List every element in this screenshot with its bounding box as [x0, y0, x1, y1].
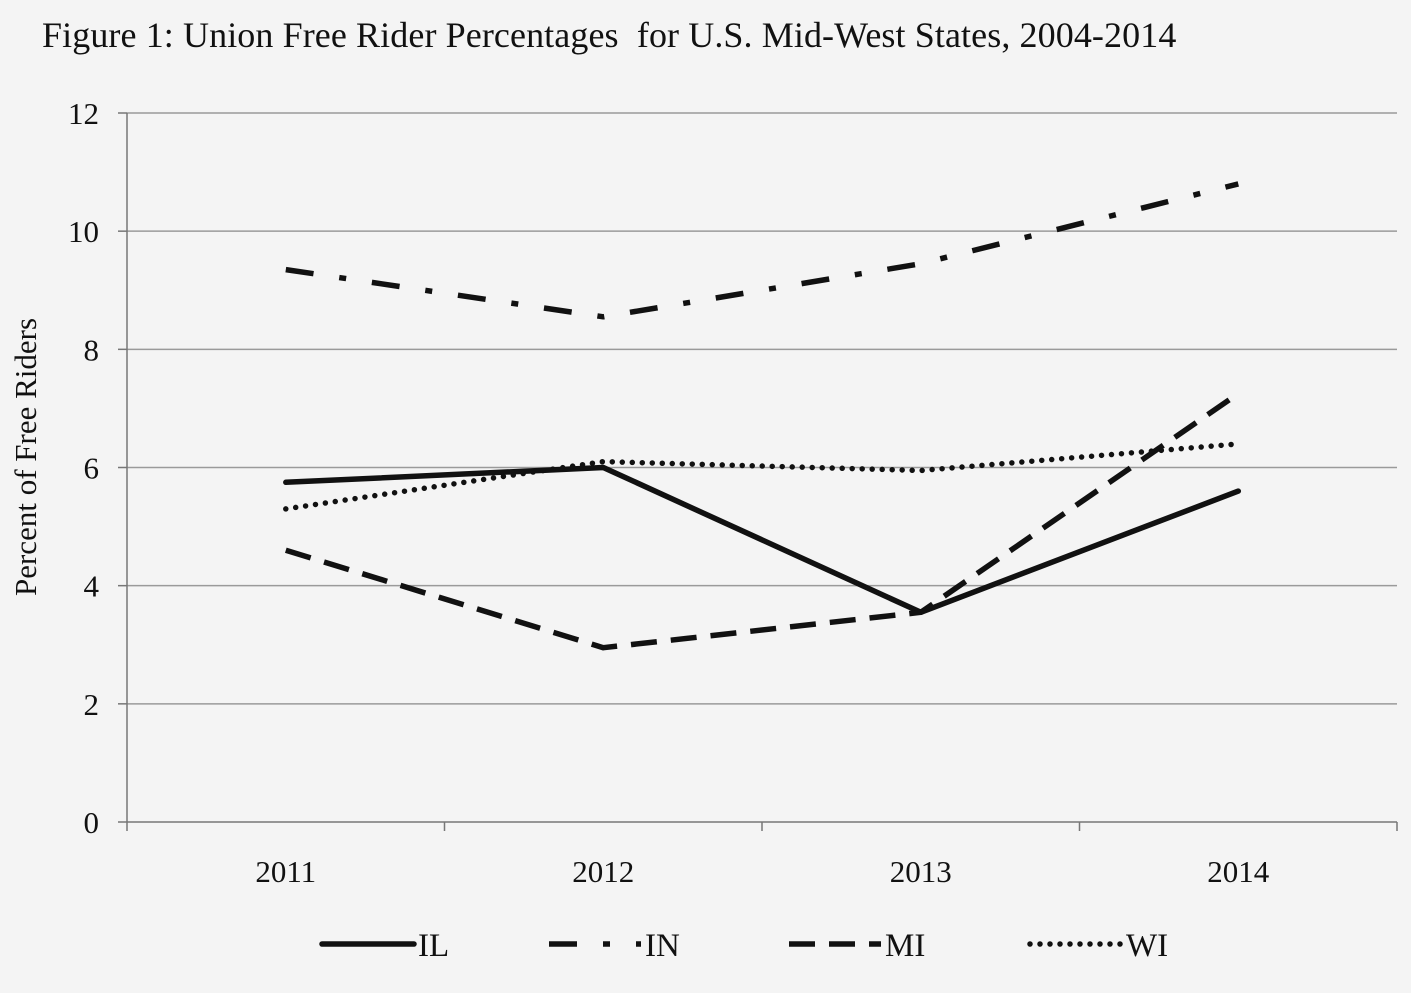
x-tick-label: 2014	[1207, 854, 1270, 889]
gridlines	[127, 112, 1397, 705]
y-tick-label: 2	[84, 687, 100, 722]
series-line-il	[283, 464, 1242, 616]
x-tick-label: 2013	[890, 854, 952, 889]
x-tick-label: 2012	[572, 854, 634, 889]
legend-label: WI	[1126, 928, 1168, 964]
legend-item-wi: WI	[1027, 928, 1168, 964]
y-tick-label: 0	[84, 805, 100, 840]
legend-label: IL	[418, 928, 449, 964]
legend-label: MI	[885, 928, 925, 964]
y-tick-label: 4	[84, 569, 100, 604]
y-tick-label: 10	[68, 214, 99, 249]
series-lines	[283, 181, 1242, 651]
y-tick-label: 12	[68, 96, 99, 131]
y-axis-label: Percent of Free Riders	[8, 318, 43, 596]
legend-item-in: IN	[549, 928, 680, 964]
series-line-in	[285, 181, 1239, 320]
legend-item-mi: MI	[789, 928, 925, 964]
y-tick-label: 6	[84, 451, 100, 486]
legend-label: IN	[645, 928, 680, 964]
axes: 0 2 4 6 8 10 12 2011 2012 2013 2014	[68, 96, 1398, 889]
legend: IL IN MI WI	[319, 928, 1168, 964]
x-tick-label: 2011	[255, 854, 316, 889]
chart-title: Figure 1: Union Free Rider Percentages f…	[42, 15, 1177, 55]
series-line-mi	[284, 391, 1240, 651]
legend-item-il: IL	[319, 928, 449, 964]
series-line-wi	[283, 441, 1242, 512]
y-tick-label: 8	[84, 332, 100, 367]
